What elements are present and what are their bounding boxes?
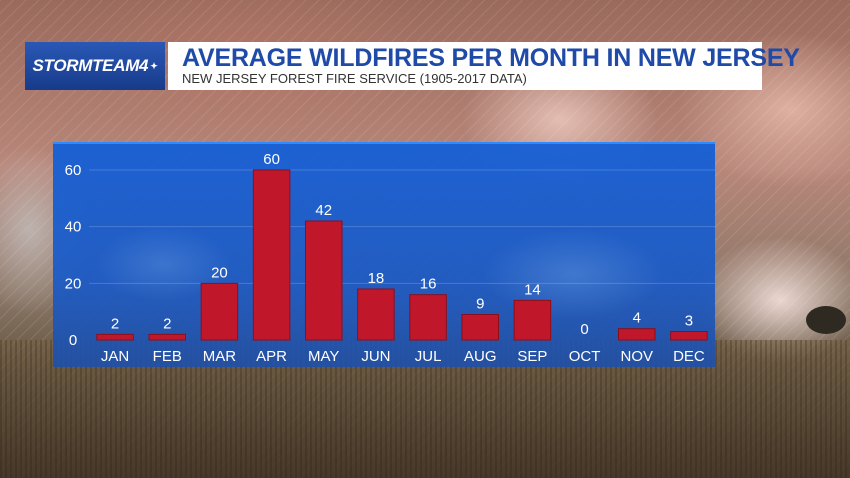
data-label-jan: 2 — [111, 315, 119, 332]
bar-aug — [461, 314, 500, 341]
x-tick-label-jul: JUL — [415, 348, 442, 365]
x-tick-label-sep: SEP — [517, 348, 547, 365]
bar-dec — [670, 331, 708, 341]
chart-title: AVERAGE WILDFIRES PER MONTH IN NEW JERSE… — [182, 44, 800, 72]
data-label-aug: 9 — [476, 296, 484, 313]
x-tick-label-apr: APR — [256, 348, 287, 365]
bar-may — [304, 220, 343, 341]
y-tick-label: 0 — [69, 332, 77, 349]
data-label-dec: 3 — [685, 313, 693, 330]
x-tick-label-jan: JAN — [101, 348, 129, 365]
bar-mar — [200, 282, 239, 341]
x-tick-label-aug: AUG — [464, 348, 497, 365]
background-tree — [806, 306, 846, 334]
chart-subtitle: NEW JERSEY FOREST FIRE SERVICE (1905-201… — [182, 71, 527, 86]
stormteam4-logo: STORMTEAM4 ✦ — [25, 42, 165, 90]
data-label-may: 42 — [315, 202, 332, 219]
logo-text: STORMTEAM4 — [32, 56, 149, 75]
data-label-mar: 20 — [211, 264, 228, 281]
data-label-feb: 2 — [163, 315, 171, 332]
x-tick-label-jun: JUN — [361, 348, 390, 365]
bar-jan — [96, 333, 134, 341]
y-tick-label: 40 — [65, 219, 82, 236]
data-label-jul: 16 — [420, 276, 437, 293]
x-tick-label-oct: OCT — [569, 348, 601, 365]
bar-feb — [148, 333, 187, 341]
x-tick-label-may: MAY — [308, 348, 339, 365]
bar-apr — [252, 169, 291, 341]
bar-sep — [513, 299, 552, 341]
bar-nov — [617, 328, 656, 341]
bar-chart: 02040602JAN2FEB20MAR60APR42MAY18JUN16JUL… — [65, 151, 715, 365]
x-tick-label-feb: FEB — [153, 348, 182, 365]
data-label-apr: 60 — [263, 151, 280, 168]
title-box: AVERAGE WILDFIRES PER MONTH IN NEW JERSE… — [168, 42, 800, 90]
data-label-oct: 0 — [580, 321, 588, 338]
x-tick-label-nov: NOV — [620, 348, 653, 365]
y-tick-label: 20 — [65, 275, 82, 292]
bar-jul — [409, 294, 447, 341]
x-tick-label-mar: MAR — [203, 348, 237, 365]
data-label-nov: 4 — [633, 310, 641, 327]
peacock-icon: ✦ — [150, 60, 158, 71]
x-tick-label-dec: DEC — [673, 348, 705, 365]
bar-jun — [357, 288, 395, 341]
data-label-sep: 14 — [524, 281, 541, 298]
chart-panel: 0 20 40 60 2 JAN 2 FEB 20 MAR 60 APR 42 MAY 18 JUN 16 JUL… — [53, 142, 715, 367]
data-label-jun: 18 — [368, 270, 385, 287]
y-tick-label: 60 — [65, 162, 82, 179]
